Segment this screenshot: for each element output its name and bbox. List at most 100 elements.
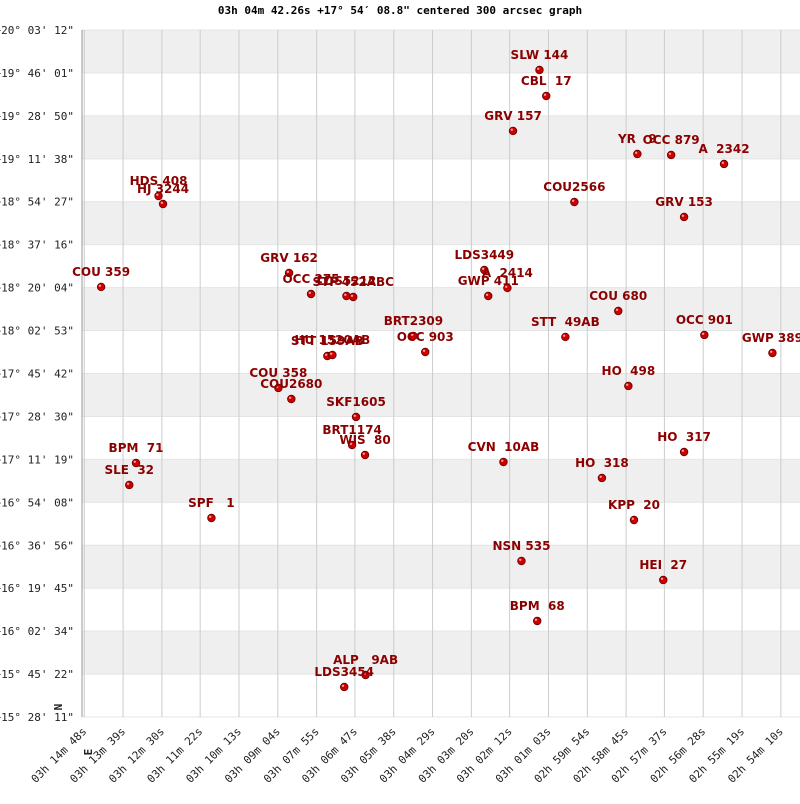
- point-label: GRV 157: [484, 109, 542, 123]
- point-highlight: [350, 294, 354, 297]
- point-label: LDS5212: [317, 274, 377, 288]
- star-point: [125, 480, 134, 490]
- star-point: [484, 291, 493, 301]
- point-label: SKF1605: [326, 395, 386, 409]
- grid-band: [82, 459, 800, 503]
- star-point: [533, 616, 542, 626]
- point-label: GRV 153: [655, 195, 713, 209]
- star-point: [624, 381, 633, 391]
- point-label: COU 680: [589, 289, 647, 303]
- point-label: GWP 411: [458, 274, 519, 288]
- point-highlight: [681, 214, 685, 217]
- y-tick-label: +17° 45' 42": [0, 367, 74, 380]
- point-highlight: [537, 67, 540, 70]
- grid-band: [82, 588, 800, 632]
- y-tick-label: +16° 54' 08": [0, 496, 74, 509]
- star-point: [597, 473, 607, 483]
- point-label: OCC 879: [643, 133, 700, 147]
- star-point: [614, 306, 623, 316]
- point-highlight: [668, 152, 672, 155]
- star-point: [633, 149, 642, 159]
- point-highlight: [519, 558, 522, 561]
- point-highlight: [160, 201, 164, 204]
- compass-north: N: [52, 704, 65, 711]
- point-highlight: [329, 352, 333, 355]
- point-highlight: [625, 383, 629, 386]
- point-label: OCC 275: [282, 272, 339, 286]
- point-highlight: [510, 128, 514, 131]
- point-highlight: [353, 414, 357, 417]
- star-point: [306, 289, 316, 299]
- point-label: HO 318: [575, 456, 629, 470]
- star-point: [570, 197, 579, 207]
- point-highlight: [770, 350, 773, 353]
- point-highlight: [126, 482, 130, 485]
- point-label: STT 159AB: [291, 334, 364, 348]
- point-label: LDS3449: [454, 248, 514, 262]
- grid-band: [82, 244, 800, 288]
- star-point: [629, 515, 639, 525]
- point-label: COU2680: [260, 377, 322, 391]
- point-highlight: [275, 385, 279, 388]
- star-point: [349, 292, 358, 302]
- point-label: SLW 144: [511, 48, 569, 62]
- point-label: STF 452ABC: [312, 275, 394, 289]
- point-highlight: [571, 199, 575, 202]
- point-highlight: [615, 308, 619, 311]
- star-point: [342, 291, 351, 301]
- point-highlight: [534, 618, 538, 621]
- star-point: [679, 212, 689, 222]
- point-highlight: [156, 193, 159, 196]
- star-point: [535, 65, 544, 75]
- grid-band: [82, 115, 800, 159]
- y-tick-label: +16° 36' 56": [0, 539, 74, 552]
- point-highlight: [631, 517, 635, 520]
- point-highlight: [485, 293, 489, 296]
- point-label: COU 358: [249, 366, 307, 380]
- grid-band: [82, 545, 800, 589]
- y-tick-label: +17° 28' 30": [0, 410, 74, 423]
- point-label: ALP 9AB: [333, 653, 398, 667]
- point-label: A 2342: [699, 142, 750, 156]
- point-label: HEI 27: [639, 558, 687, 572]
- point-label: BPM 68: [510, 599, 565, 613]
- star-point: [719, 159, 729, 169]
- point-label: CVN 10AB: [468, 440, 540, 454]
- grid-band: [82, 201, 800, 245]
- point-label: OCC 901: [676, 313, 733, 327]
- point-highlight: [133, 460, 137, 463]
- point-label: BRT2309: [384, 314, 443, 328]
- grid-band: [82, 373, 800, 417]
- point-highlight: [362, 452, 366, 455]
- point-highlight: [344, 293, 347, 296]
- star-point: [351, 412, 361, 422]
- point-highlight: [543, 93, 547, 96]
- star-point: [768, 348, 777, 358]
- point-label: HU 1520AB: [295, 333, 371, 347]
- y-tick-label: +19° 11' 38": [0, 153, 74, 166]
- point-label: SPF 1: [188, 496, 235, 510]
- star-point: [328, 350, 337, 360]
- y-tick-label: +19° 28' 50": [0, 110, 74, 123]
- y-tick-label: +18° 20' 04": [0, 282, 74, 295]
- point-label: LDS3454: [314, 665, 374, 679]
- y-tick-label: +17° 11' 19": [0, 453, 74, 466]
- point-label: COU 359: [72, 265, 130, 279]
- point-highlight: [501, 459, 504, 462]
- star-point: [421, 347, 430, 357]
- star-point: [679, 447, 689, 457]
- point-highlight: [341, 684, 345, 687]
- point-highlight: [634, 151, 638, 154]
- point-highlight: [324, 353, 328, 356]
- grid-band: [82, 158, 800, 202]
- y-tick-label: +15° 45' 22": [0, 668, 74, 681]
- star-point: [659, 575, 668, 585]
- y-tick-label: +18° 37' 16": [0, 239, 74, 252]
- point-highlight: [701, 332, 705, 335]
- point-label: HJ 3244: [137, 182, 189, 196]
- grid-band: [82, 30, 800, 73]
- star-point: [542, 91, 551, 101]
- point-highlight: [308, 291, 312, 295]
